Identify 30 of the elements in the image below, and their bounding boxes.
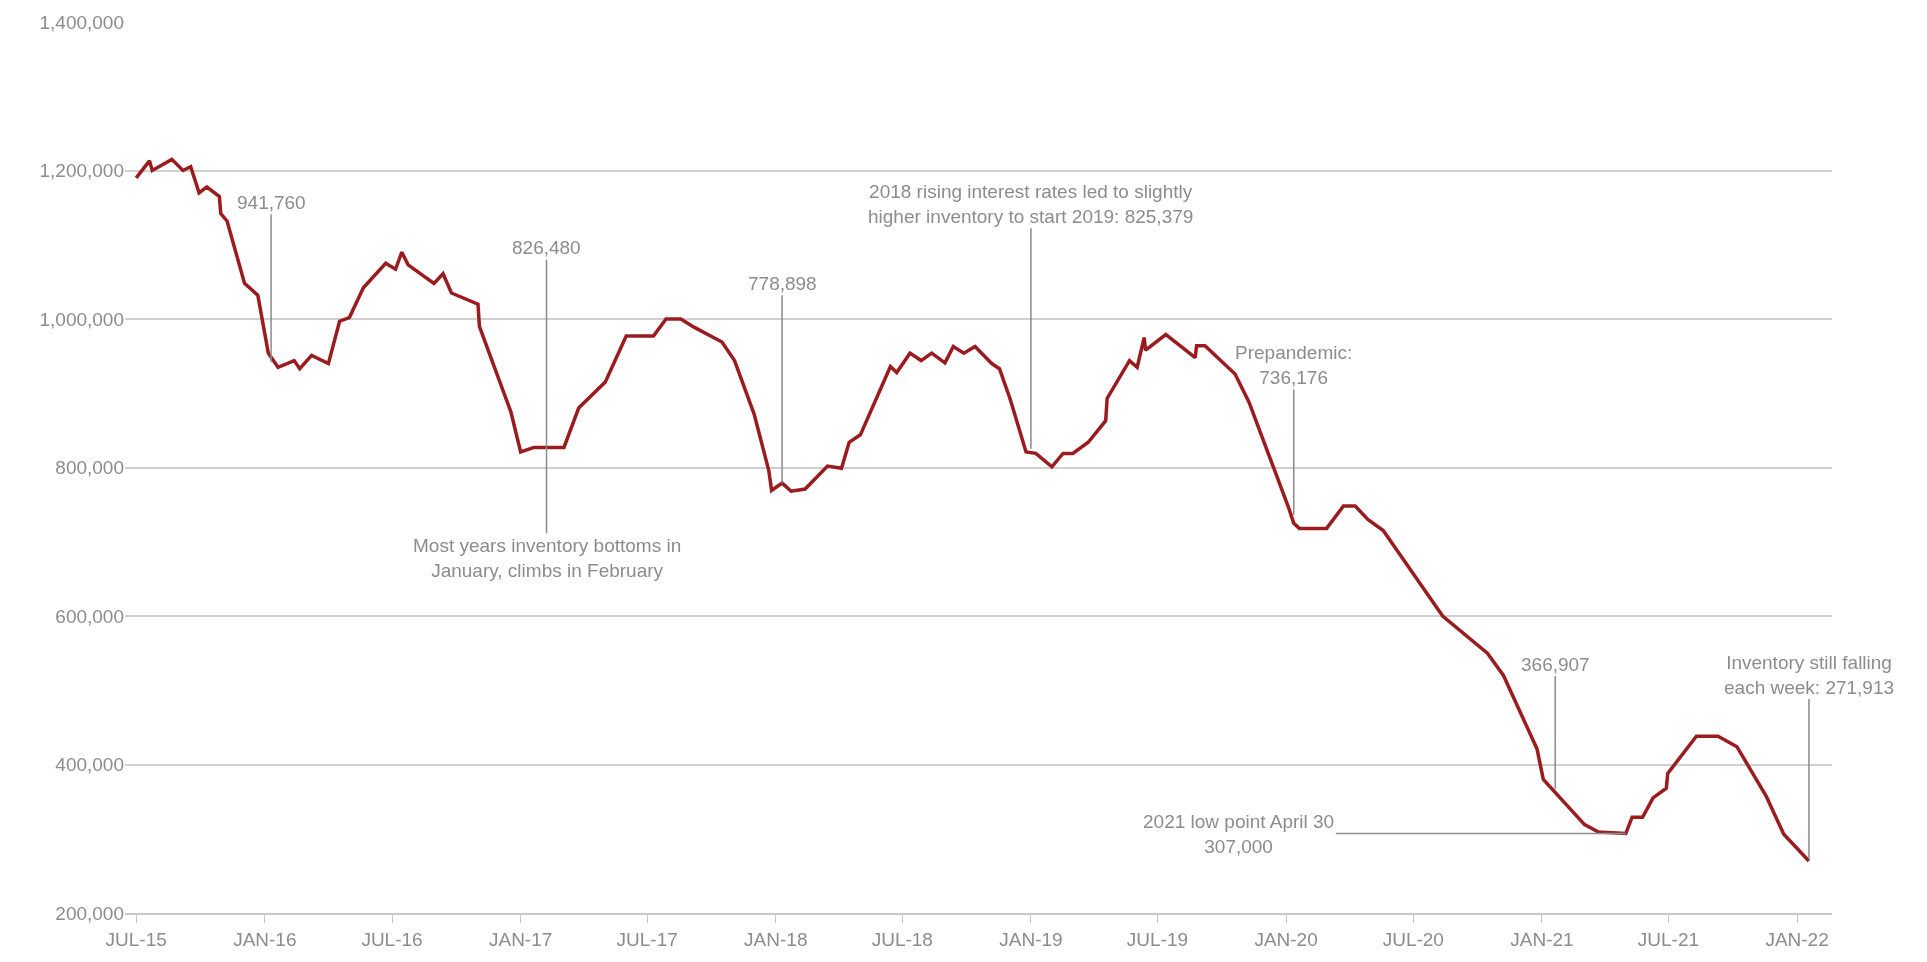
annotation: 2021 low point April 30 307,000	[1143, 811, 1335, 857]
x-tick-label: JAN-19	[999, 928, 1063, 950]
annotation: 826,480	[512, 237, 581, 258]
y-tick-label: 1,200,000	[39, 160, 124, 182]
annotation: Inventory still falling each week: 271,913	[1724, 652, 1895, 698]
annotation: 778,898	[748, 273, 817, 294]
x-tick-label: JUL-16	[361, 928, 423, 950]
annotation: Most years inventory bottoms in January, climbs in February	[413, 535, 682, 581]
x-tick-label: JUL-20	[1382, 928, 1444, 950]
x-tick-label: JUL-21	[1637, 928, 1700, 950]
y-tick-label: 1,400,000	[39, 11, 124, 33]
x-tick-label: JAN-22	[1765, 928, 1829, 950]
x-tick-label: JAN-17	[488, 928, 553, 950]
annotation: 941,760	[237, 192, 306, 213]
y-tick-label: 1,000,000	[39, 308, 124, 330]
x-tick-label: JUL-15	[105, 928, 167, 950]
x-tick-label: JUL-19	[1126, 928, 1189, 950]
x-tick-label: JAN-21	[1510, 928, 1574, 950]
y-tick-label: 600,000	[55, 605, 124, 627]
x-tick-label: JAN-20	[1254, 928, 1318, 950]
annotation: Prepandemic: 736,176	[1235, 342, 1353, 388]
y-tick-label: 400,000	[55, 754, 124, 776]
annotation: 2018 rising interest rates led to slightly higher inventory to start 2019: 825,379	[868, 181, 1194, 227]
x-tick-label: JUL-18	[871, 928, 933, 950]
annotation: 366,907	[1521, 654, 1590, 675]
x-tick-label: JAN-16	[233, 928, 297, 950]
x-tick-label: JAN-18	[744, 928, 808, 950]
y-tick-label: 800,000	[55, 457, 124, 479]
x-tick-label: JUL-17	[616, 928, 678, 950]
y-tick-label: 200,000	[55, 902, 124, 924]
